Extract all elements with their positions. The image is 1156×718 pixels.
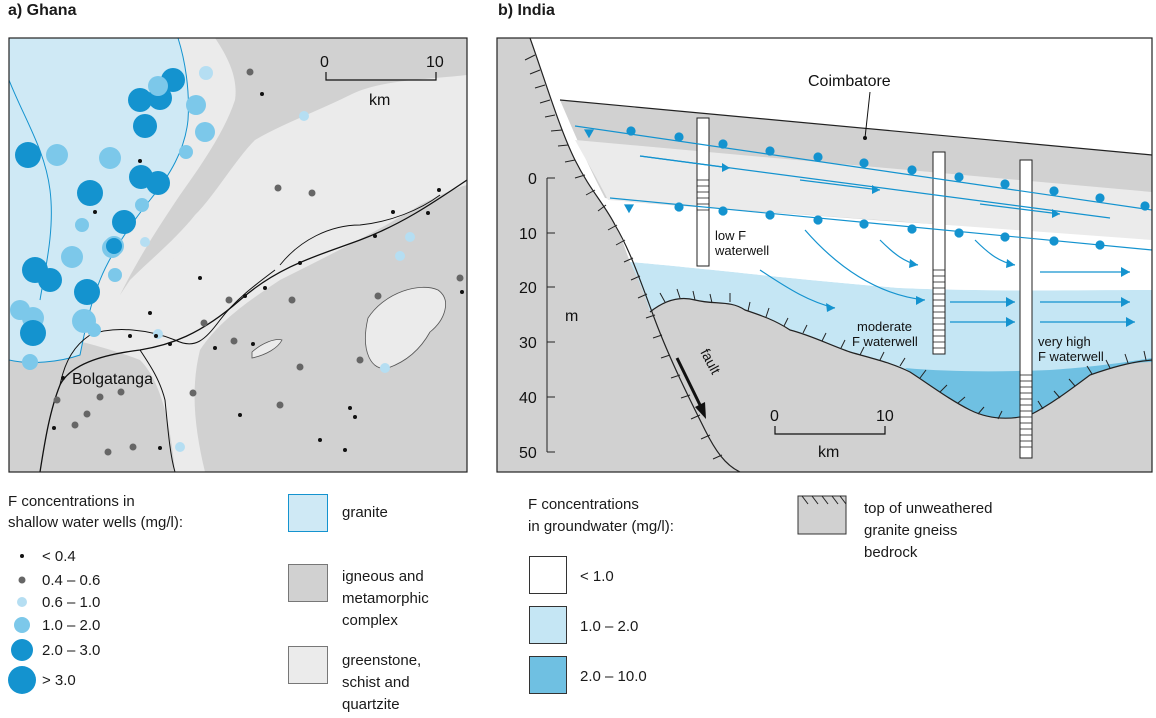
fault-arrow xyxy=(675,357,702,406)
legend-igneous-1: igneous and xyxy=(342,568,424,585)
flow-arrows xyxy=(639,155,1135,323)
zone-upper-white xyxy=(608,200,1152,291)
swatch-igneous xyxy=(288,564,328,602)
legend-bedrock-1: top of unweathered xyxy=(864,500,993,517)
depth-ticks xyxy=(547,177,555,453)
scale-bar-a xyxy=(325,72,437,81)
legend-bedrock-3: bedrock xyxy=(864,544,918,561)
legend-a-class-6: > 3.0 xyxy=(42,672,76,689)
well-moderate-f xyxy=(932,151,946,355)
legend-a-class-5: 2.0 – 3.0 xyxy=(42,642,101,659)
india-cross-section: fault 0 10 20 30 40 50 m 0 10 km Coimbat… xyxy=(496,37,1153,473)
well-high-label-1: very high xyxy=(1038,334,1091,349)
section-frame xyxy=(496,37,1153,473)
scale-zero-b: 0 xyxy=(770,408,779,425)
depth-tick-40: 40 xyxy=(519,390,537,407)
legend-b-title-1: F concentrations xyxy=(528,496,639,513)
legend-greenstone-2: schist and xyxy=(342,674,410,691)
legend-b-class-2: 1.0 – 2.0 xyxy=(580,618,639,635)
legend-igneous-2: metamorphic xyxy=(342,590,429,607)
legend-a-class-4: 1.0 – 2.0 xyxy=(42,617,101,634)
legend-a-dots xyxy=(8,554,36,694)
legend-granite-label: granite xyxy=(342,504,388,521)
low-dots xyxy=(52,92,464,452)
legend-a-title-1: F concentrations in xyxy=(8,493,135,510)
igneous-area-northeast xyxy=(120,38,467,295)
greenstone-lens xyxy=(251,339,283,359)
road-branch xyxy=(59,269,276,386)
swatch-low-f xyxy=(529,556,567,594)
well-moderate-label-2: F waterwell xyxy=(852,334,918,349)
depth-unit: m xyxy=(565,308,578,325)
well-low-label-2: waterwell xyxy=(714,243,769,258)
well-moderate-label-1: moderate xyxy=(857,319,912,334)
bedrock-hachure xyxy=(524,54,1147,460)
well-low-label-1: low F xyxy=(715,228,746,243)
scale-bar-b xyxy=(774,426,886,435)
map-frame xyxy=(8,37,468,473)
flow-arrowheads xyxy=(722,163,1135,327)
bedrock-left xyxy=(497,38,740,472)
scale-ten-a: 10 xyxy=(426,54,444,71)
mid-dots xyxy=(53,68,464,456)
swatch-granite xyxy=(288,494,328,532)
ghana-map: 0 10 km Bolgatanga xyxy=(8,37,468,473)
depth-tick-30: 30 xyxy=(519,335,537,352)
road-south xyxy=(139,349,176,472)
swatch-high-f xyxy=(529,656,567,694)
zone-upper-band xyxy=(575,140,1152,240)
road-north xyxy=(279,194,441,266)
legend-a-class-3: 0.6 – 1.0 xyxy=(42,594,101,611)
legend-greenstone-3: quartzite xyxy=(342,696,400,713)
place-label-bolgatanga: Bolgatanga xyxy=(72,371,153,388)
depth-tick-20: 20 xyxy=(519,280,537,297)
legend-a-title-2: shallow water wells (mg/l): xyxy=(8,514,184,531)
depth-tick-0: 0 xyxy=(528,171,537,188)
scale-unit-a: km xyxy=(369,92,390,109)
swatch-bedrock xyxy=(797,495,847,535)
swatch-greenstone xyxy=(288,646,328,684)
panel-b-title: b) India xyxy=(498,2,555,19)
scale-ten-b: 10 xyxy=(876,408,894,425)
igneous-area-southwest xyxy=(9,330,175,472)
scale-unit-b: km xyxy=(818,444,839,461)
swatch-moderate-f xyxy=(529,606,567,644)
legend-bedrock-2: granite gneiss xyxy=(864,522,958,539)
panel-a-title: a) Ghana xyxy=(8,2,77,19)
legend-b-title-2: in groundwater (mg/l): xyxy=(528,518,674,535)
legend-a-class-2: 0.4 – 0.6 xyxy=(42,572,101,589)
scale-zero-a: 0 xyxy=(320,54,329,71)
depth-tick-50: 50 xyxy=(519,445,537,462)
well-high-label-2: F waterwell xyxy=(1038,349,1104,364)
legend-greenstone-1: greenstone, xyxy=(342,652,422,669)
legend-b-class-1: < 1.0 xyxy=(580,568,614,585)
legend-igneous-3: complex xyxy=(342,612,398,629)
greenstone-inlier xyxy=(365,286,446,369)
well-dots xyxy=(10,66,415,452)
flow-lines xyxy=(574,125,1152,251)
legend-a-class-1: < 0.4 xyxy=(42,548,76,565)
place-label-coimbatore: Coimbatore xyxy=(808,73,891,90)
legend-b-class-3: 2.0 – 10.0 xyxy=(580,668,647,685)
ground-surface xyxy=(559,99,1152,156)
depth-tick-10: 10 xyxy=(519,226,537,243)
well-very-high-f xyxy=(1019,159,1033,459)
